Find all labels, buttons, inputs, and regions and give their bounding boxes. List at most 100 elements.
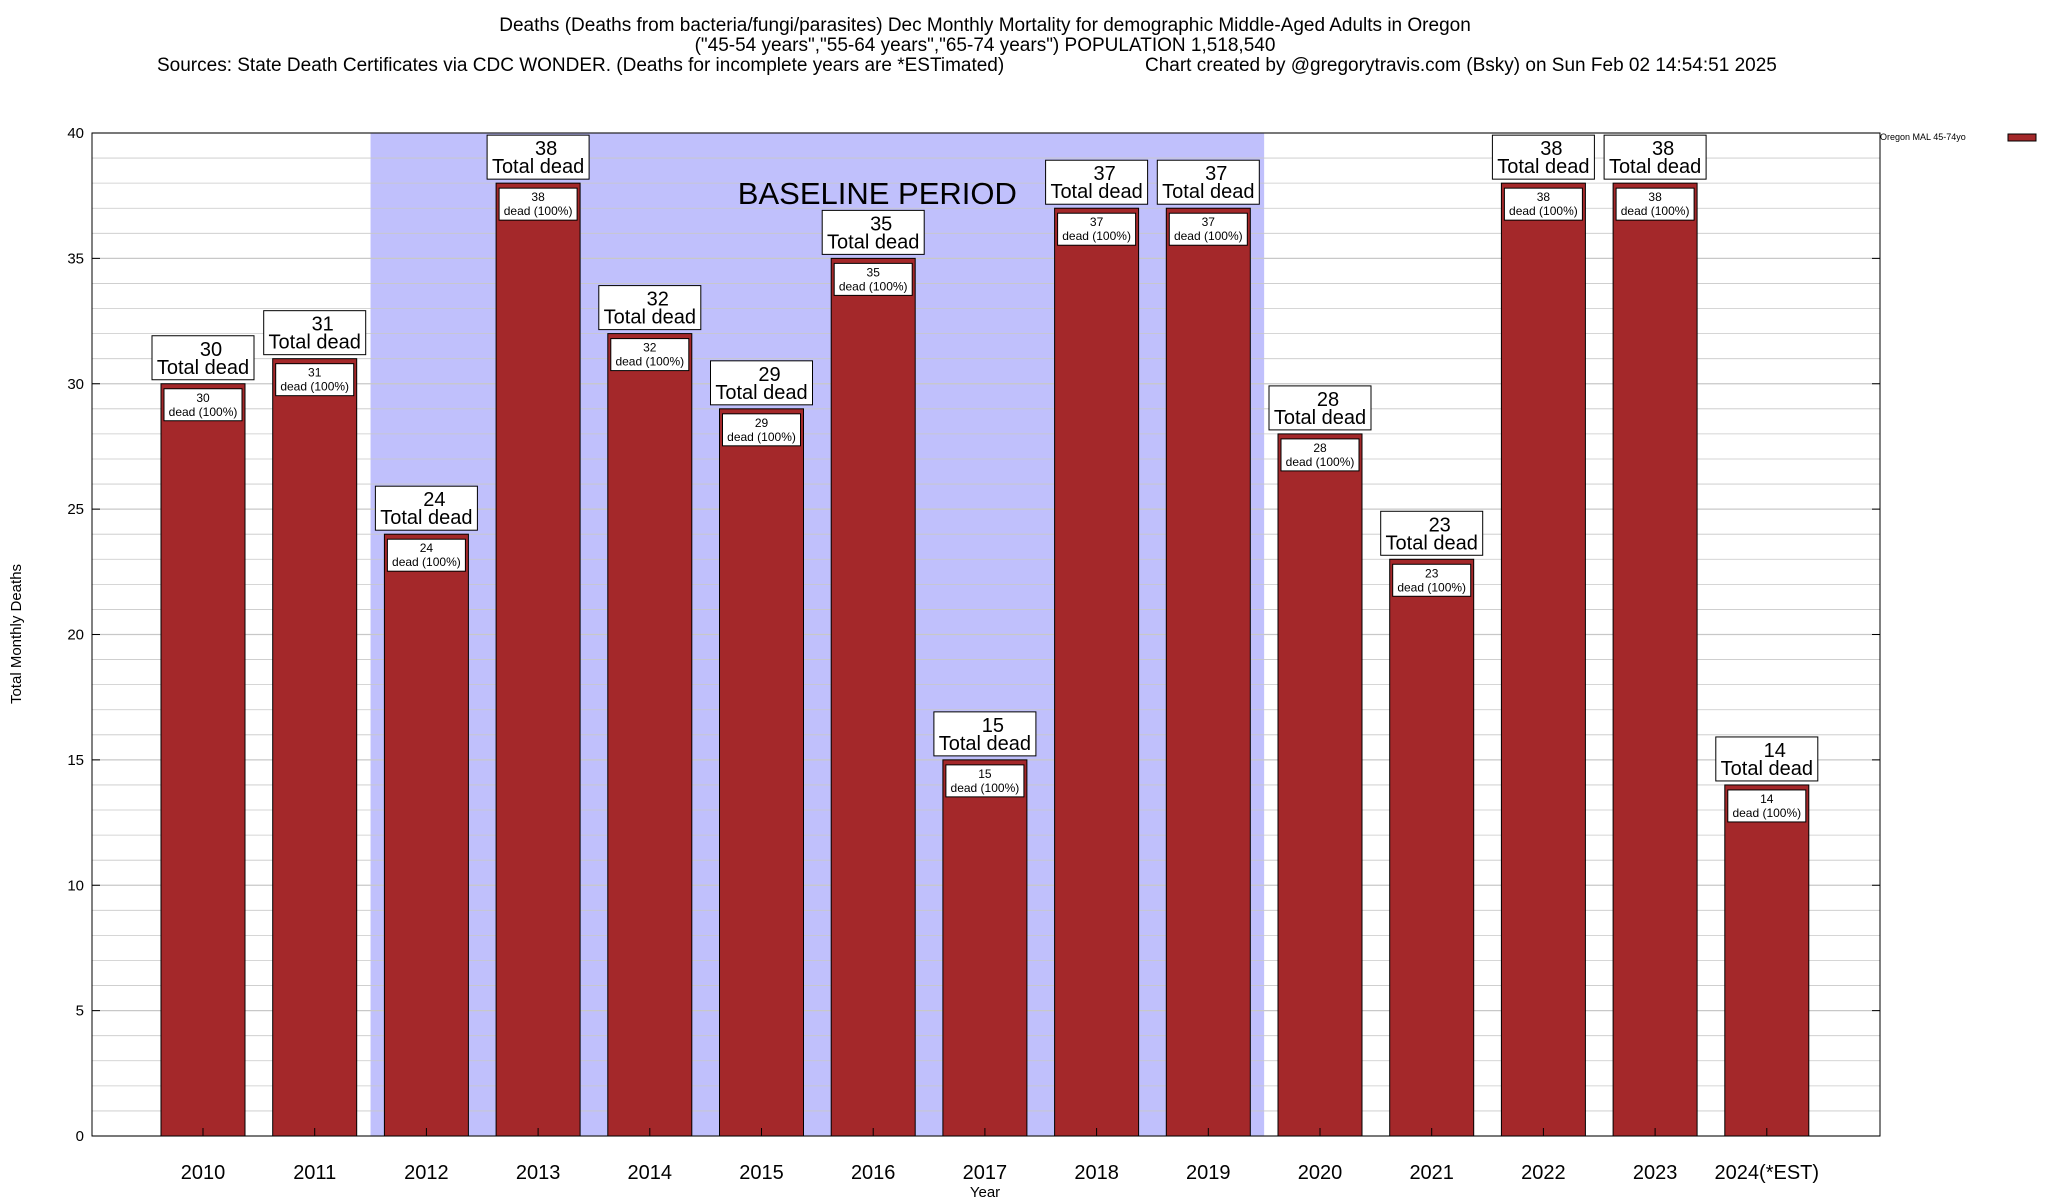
inner-label-value: 24 [420, 541, 434, 555]
inner-label-value: 29 [755, 416, 769, 430]
chart-subtitle: ("45-54 years","55-64 years","65-74 year… [695, 35, 1276, 56]
x-tick-label: 2012 [404, 1162, 449, 1184]
x-tick-label: 2013 [516, 1162, 561, 1184]
inner-label-box [610, 338, 690, 372]
bar [942, 759, 1028, 1137]
inner-label-text: dead (100%) [951, 781, 1020, 795]
top-label-value: 37 [1093, 163, 1115, 185]
top-label-value: 29 [758, 364, 780, 386]
x-tick-label: 2020 [1298, 1162, 1343, 1184]
x-tick-label: 2015 [739, 1162, 784, 1184]
inner-label-text: dead (100%) [280, 380, 349, 394]
top-label-box [1380, 510, 1484, 556]
bar [830, 257, 916, 1137]
y-tick-label: 25 [67, 501, 84, 518]
top-label-text: Total dead [1721, 758, 1813, 780]
inner-label-text: dead (100%) [727, 430, 796, 444]
top-label-box [1045, 159, 1149, 205]
inner-label-box [1615, 187, 1695, 221]
bar [1612, 182, 1698, 1137]
legend-label: Oregon MAL 45-74yo [1880, 132, 1966, 142]
top-label-text: Total dead [1162, 181, 1254, 203]
x-tick-label: 2022 [1521, 1162, 1566, 1184]
chart-credit: Chart created by @gregorytravis.com (Bsk… [1145, 55, 1777, 76]
top-label-value: 31 [312, 314, 334, 336]
top-label-value: 38 [1652, 138, 1674, 160]
bar [719, 408, 804, 1137]
x-tick-label: 2021 [1409, 1162, 1454, 1184]
inner-label-value: 37 [1090, 215, 1104, 229]
top-label-value: 30 [200, 339, 222, 361]
inner-label-box [1392, 563, 1472, 597]
y-tick-label: 35 [67, 250, 84, 267]
top-label-box [598, 285, 702, 331]
top-label-value: 35 [870, 213, 892, 235]
inner-label-value: 23 [1425, 566, 1439, 580]
top-label-text: Total dead [604, 307, 696, 329]
inner-label-value: 30 [196, 391, 210, 405]
inner-label-box [722, 413, 801, 447]
inner-label-value: 14 [1760, 792, 1774, 806]
inner-label-box [386, 538, 466, 572]
top-label-value: 15 [982, 715, 1004, 737]
bar [1165, 207, 1251, 1137]
top-label-box [486, 134, 590, 180]
top-label-box [821, 209, 925, 255]
top-label-box [1715, 736, 1819, 782]
inner-label-box [498, 187, 578, 221]
bar [495, 182, 581, 1137]
top-label-box [933, 711, 1037, 757]
x-tick-label: 2019 [1186, 1162, 1231, 1184]
bar [1054, 207, 1140, 1137]
inner-label-box [1057, 212, 1137, 246]
top-label-box [1268, 385, 1372, 431]
legend: Oregon MAL 45-74yo [1880, 132, 2037, 142]
x-tick-label: 2023 [1633, 1162, 1678, 1184]
top-label-text: Total dead [1497, 156, 1589, 178]
bar [607, 333, 693, 1137]
inner-label-box [163, 388, 243, 422]
inner-label-text: dead (100%) [839, 279, 908, 293]
y-tick-label: 5 [76, 1003, 84, 1020]
y-axis-label: Total Monthly Deaths [8, 564, 25, 704]
inner-label-value: 38 [1537, 190, 1551, 204]
inner-label-value: 38 [1648, 190, 1662, 204]
inner-label-box [1168, 212, 1248, 246]
inner-label-box [1280, 438, 1360, 472]
inner-label-text: dead (100%) [615, 355, 684, 369]
top-label-value: 28 [1317, 389, 1339, 411]
chart-title: Deaths (Deaths from bacteria/fungi/paras… [499, 15, 1471, 36]
top-label-value: 32 [647, 289, 669, 311]
inner-label-value: 38 [531, 190, 545, 204]
top-label-value: 38 [1540, 138, 1562, 160]
top-label-box [710, 360, 813, 406]
top-label-value: 14 [1764, 740, 1786, 762]
inner-label-value: 15 [978, 767, 992, 781]
top-label-text: Total dead [715, 382, 807, 404]
x-tick-label: 2016 [851, 1162, 896, 1184]
top-label-text: Total dead [269, 332, 361, 354]
bar [383, 533, 469, 1137]
top-label-box [1156, 159, 1260, 205]
inner-label-text: dead (100%) [1174, 229, 1243, 243]
top-label-text: Total dead [380, 507, 472, 529]
y-tick-label: 30 [67, 376, 84, 393]
inner-label-box [1503, 187, 1583, 221]
bar [272, 358, 358, 1137]
x-tick-label: 2011 [293, 1162, 336, 1184]
baseline-annotation: BASELINE PERIOD [738, 176, 1017, 211]
inner-label-text: dead (100%) [1732, 806, 1801, 820]
top-label-text: Total dead [1609, 156, 1701, 178]
top-label-value: 23 [1429, 514, 1451, 536]
inner-label-text: dead (100%) [1062, 229, 1131, 243]
top-label-text: Total dead [157, 357, 249, 379]
top-label-value: 38 [535, 138, 557, 160]
top-label-text: Total dead [1050, 181, 1142, 203]
top-label-box [151, 335, 255, 381]
inner-label-box [275, 363, 355, 397]
bar [1389, 558, 1475, 1137]
y-tick-label: 0 [76, 1128, 84, 1145]
legend-swatch [2007, 133, 2037, 142]
x-tick-label: 2018 [1074, 1162, 1119, 1184]
